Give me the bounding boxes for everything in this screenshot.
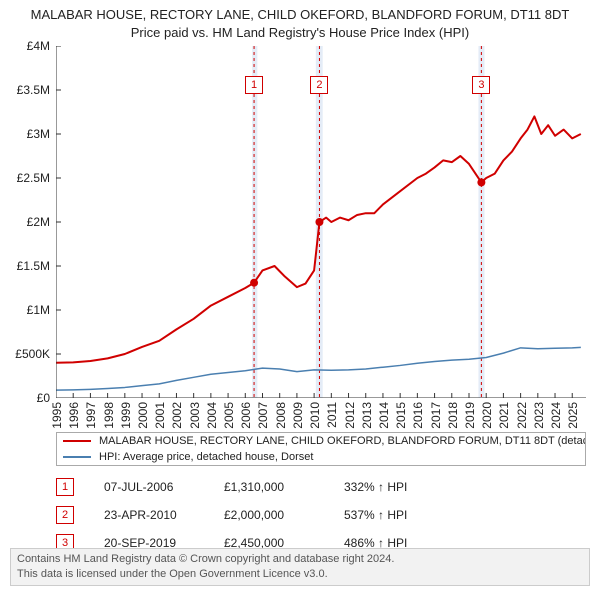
sale-row-date: 07-JUL-2006: [104, 480, 224, 494]
x-tick-label: 2013: [360, 402, 374, 429]
container: MALABAR HOUSE, RECTORY LANE, CHILD OKEFO…: [0, 0, 600, 590]
title-line2: Price paid vs. HM Land Registry's House …: [0, 24, 600, 42]
x-tick-label: 2021: [497, 402, 511, 429]
y-tick-label: £4M: [27, 39, 50, 53]
sale-row-price: £1,310,000: [224, 480, 344, 494]
sale-row-price: £2,000,000: [224, 508, 344, 522]
x-tick-label: 2008: [274, 402, 288, 429]
y-tick-label: £0: [37, 391, 50, 405]
sale-index-marker: 3: [472, 76, 490, 94]
x-tick-label: 2017: [429, 402, 443, 429]
x-tick-label: 2024: [549, 402, 563, 429]
footer-line1: Contains HM Land Registry data © Crown c…: [17, 552, 583, 567]
sale-row: 2 23-APR-2010£2,000,000537% ↑ HPI: [56, 506, 586, 524]
x-tick-label: 2003: [188, 402, 202, 429]
x-tick-label: 1998: [102, 402, 116, 429]
x-tick-label: 2019: [463, 402, 477, 429]
y-tick-label: £2.5M: [17, 171, 50, 185]
x-tick-label: 1996: [67, 402, 81, 429]
sale-index-marker: 1: [245, 76, 263, 94]
x-tick-label: 2011: [325, 402, 339, 428]
y-tick-label: £2M: [27, 215, 50, 229]
sale-index-marker: 2: [310, 76, 328, 94]
x-tick-label: 2004: [205, 402, 219, 429]
legend-swatch: [63, 456, 91, 458]
sale-marker: [477, 178, 485, 186]
y-tick-label: £1.5M: [17, 259, 50, 273]
x-tick-label: 2010: [308, 402, 322, 429]
x-tick-label: 2002: [170, 402, 184, 429]
title-line1: MALABAR HOUSE, RECTORY LANE, CHILD OKEFO…: [0, 6, 600, 24]
legend-swatch: [63, 440, 91, 442]
x-tick-label: 2020: [480, 402, 494, 429]
x-tick-label: 1997: [84, 402, 98, 429]
legend-label: HPI: Average price, detached house, Dors…: [99, 451, 313, 463]
chart-area: £0£500K£1M£1.5M£2M£2.5M£3M£3.5M£4M199519…: [56, 46, 586, 398]
footer: Contains HM Land Registry data © Crown c…: [10, 548, 590, 586]
legend: MALABAR HOUSE, RECTORY LANE, CHILD OKEFO…: [56, 432, 586, 466]
x-tick-label: 2007: [256, 402, 270, 429]
x-tick-label: 2009: [291, 402, 305, 429]
footer-line2: This data is licensed under the Open Gov…: [17, 567, 583, 582]
x-tick-label: 2022: [515, 402, 529, 429]
x-tick-label: 2023: [532, 402, 546, 429]
y-tick-label: £500K: [15, 347, 50, 361]
y-tick-label: £3M: [27, 127, 50, 141]
x-tick-label: 2016: [411, 402, 425, 429]
sale-row-date: 23-APR-2010: [104, 508, 224, 522]
legend-label: MALABAR HOUSE, RECTORY LANE, CHILD OKEFO…: [99, 435, 585, 447]
sale-row-index: 1: [56, 478, 74, 496]
x-tick-label: 2025: [566, 402, 580, 429]
legend-row: HPI: Average price, detached house, Dors…: [57, 449, 585, 465]
x-tick-label: 2014: [377, 402, 391, 429]
y-tick-label: £3.5M: [17, 83, 50, 97]
x-tick-label: 2015: [394, 402, 408, 429]
sale-marker: [250, 279, 258, 287]
x-tick-label: 1999: [119, 402, 133, 429]
x-tick-label: 2012: [343, 402, 357, 429]
x-tick-label: 2005: [222, 402, 236, 429]
x-tick-label: 2001: [153, 402, 167, 429]
x-tick-label: 2006: [239, 402, 253, 429]
legend-row: MALABAR HOUSE, RECTORY LANE, CHILD OKEFO…: [57, 433, 585, 449]
sale-row-pct: 537% ↑ HPI: [344, 508, 586, 522]
chart-svg: [56, 46, 586, 398]
sale-marker: [315, 218, 323, 226]
sale-row: 1 07-JUL-2006£1,310,000332% ↑ HPI: [56, 478, 586, 496]
x-tick-label: 1995: [50, 402, 64, 429]
y-tick-label: £1M: [27, 303, 50, 317]
chart-title: MALABAR HOUSE, RECTORY LANE, CHILD OKEFO…: [0, 0, 600, 41]
sale-row-index: 2: [56, 506, 74, 524]
sale-row-pct: 332% ↑ HPI: [344, 480, 586, 494]
x-tick-label: 2000: [136, 402, 150, 429]
x-tick-label: 2018: [446, 402, 460, 429]
